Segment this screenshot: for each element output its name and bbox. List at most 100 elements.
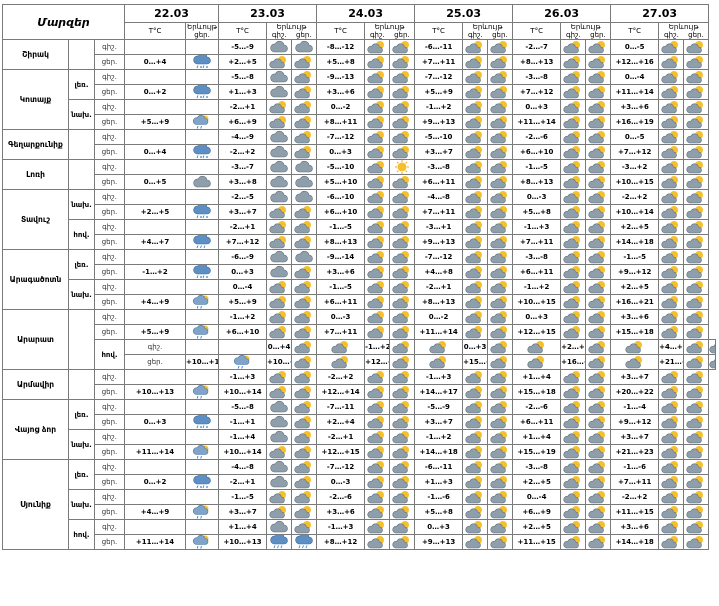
- weather-icon-cell: [462, 219, 489, 235]
- weather-icon-cell: [291, 234, 318, 250]
- pcloudy-icon: [294, 326, 314, 339]
- weather-icon-cell: [364, 99, 391, 115]
- weather-icon-cell: [585, 519, 612, 535]
- pcloudy-icon: [392, 491, 412, 504]
- pcloudy-icon: [465, 236, 485, 249]
- weather-icon-cell: [389, 369, 416, 385]
- pcloudy-icon: [392, 401, 412, 414]
- pcloudy-icon: [429, 356, 449, 369]
- weather-icon-cell: [364, 234, 391, 250]
- weather-icon-cell: [462, 534, 489, 550]
- temperature-cell: [185, 339, 220, 355]
- temperature-cell: +6…+9: [218, 114, 268, 130]
- weather-icon-cell: [560, 264, 587, 280]
- temperature-cell: -1…-6: [414, 489, 464, 505]
- weather-icon-cell: [185, 129, 220, 145]
- weather-icon-cell: [487, 519, 514, 535]
- pcloudy-icon: [563, 311, 583, 324]
- weather-icon-cell: [185, 54, 220, 70]
- region-name: Գեղարքունիք: [2, 129, 69, 160]
- weather-icon-cell: [389, 144, 416, 160]
- time-of-day: գիշ.: [93, 69, 126, 85]
- temperature-cell: +8…+13: [512, 174, 562, 190]
- weather-icon-cell: [462, 249, 489, 265]
- weather-icon-cell: [389, 84, 416, 100]
- pcloudy-icon: [294, 446, 314, 459]
- weather-icon-cell: [487, 489, 514, 505]
- date-header: 27.03: [610, 4, 710, 23]
- pcloudy-icon: [392, 56, 412, 69]
- weather-icon-cell: [560, 399, 587, 415]
- pcloudy-icon: [563, 146, 583, 159]
- night-label: գիշ.: [467, 31, 483, 39]
- temperature-cell: +1…+3: [414, 474, 464, 490]
- pcloudy-icon: [490, 101, 510, 114]
- weather-icon-cell: [683, 249, 710, 265]
- pcloudy-icon: [563, 416, 583, 429]
- pcloudy-icon: [661, 446, 681, 459]
- weather-icon-cell: [266, 324, 293, 340]
- pcloudy-icon: [490, 476, 510, 489]
- rainsnow-icon: [192, 205, 212, 219]
- pcloudy-icon: [588, 131, 608, 144]
- pcloudy-icon: [588, 281, 608, 294]
- pcloudy-icon: [686, 506, 706, 519]
- weather-icon-cell: [683, 144, 710, 160]
- weather-icon-cell: [560, 204, 587, 220]
- pcloudy-icon: [588, 236, 608, 249]
- weather-icon-cell: [291, 39, 318, 55]
- temp-header: T°C: [124, 22, 187, 40]
- weather-icon-cell: [658, 429, 685, 445]
- weather-icon-cell: [389, 519, 416, 535]
- weather-icon-cell: [462, 504, 489, 520]
- weather-icon-cell: [389, 459, 416, 475]
- pcloudy-icon: [465, 521, 485, 534]
- weather-icon-cell: [389, 489, 416, 505]
- temperature-cell: [124, 459, 187, 475]
- rainsnow-icon: [192, 145, 212, 159]
- pcloudy-icon: [465, 386, 485, 399]
- cloud-icon: [269, 430, 289, 444]
- temperature-cell: -7…-12: [414, 69, 464, 85]
- weather-icon-cell: [364, 369, 391, 385]
- region-name: Վայոց ձոր: [2, 399, 69, 460]
- temperature-cell: [124, 279, 187, 295]
- weather-icon-cell: [291, 369, 318, 385]
- pcloudy-icon: [392, 446, 412, 459]
- temperature-cell: -1…+3: [512, 219, 562, 235]
- terrain-type: լեռ.: [68, 249, 95, 280]
- pcloudy-icon: [686, 146, 706, 159]
- temperature-cell: -3…+1: [414, 219, 464, 235]
- temperature-cell: +5…+10: [316, 174, 366, 190]
- weather-icon-cell: [291, 54, 318, 70]
- temperature-cell: +3…+6: [316, 504, 366, 520]
- time-of-day: գիշ.: [93, 189, 126, 205]
- terrain-type: նախ.: [68, 489, 95, 520]
- pcloudy-icon: [686, 476, 706, 489]
- pcloudy-icon: [661, 401, 681, 414]
- temperature-cell: +11…+14: [610, 84, 660, 100]
- weather-icon-cell: [291, 159, 318, 175]
- weather-icon-cell: [560, 39, 587, 55]
- weather-icon-cell: [487, 219, 514, 235]
- pcloudy-icon: [661, 461, 681, 474]
- pcloudy-icon: [563, 56, 583, 69]
- pcloudy-icon: [465, 281, 485, 294]
- weather-icon-cell: [683, 489, 710, 505]
- forecast-row: ցեր.+10…+13 +10…+14 +12…+15 +15…+18 +16…+19 +…: [3, 354, 716, 370]
- weather-icon-cell: [389, 309, 416, 325]
- temperature-cell: -1…+2: [124, 264, 187, 280]
- temperature-cell: -2…-7: [512, 39, 562, 55]
- night-label: գիշ.: [566, 31, 581, 39]
- cloud-icon: [269, 190, 289, 204]
- weather-icon-cell: [560, 234, 587, 250]
- pcloudy-icon: [465, 476, 485, 489]
- forecast-row: նախ. գիշ. -1…+4 -2…+1 -1…+2 +1…+4 +3…+7: [3, 429, 716, 460]
- pcloudy-icon: [269, 116, 289, 129]
- weather-icon-cell: [683, 264, 710, 280]
- temperature-cell: +1…+4: [512, 369, 562, 385]
- pcloudy-icon: [367, 311, 387, 324]
- temperature-cell: +14…+18: [610, 234, 660, 250]
- weather-icon-cell: [462, 369, 489, 385]
- weather-icon-cell: [389, 294, 416, 310]
